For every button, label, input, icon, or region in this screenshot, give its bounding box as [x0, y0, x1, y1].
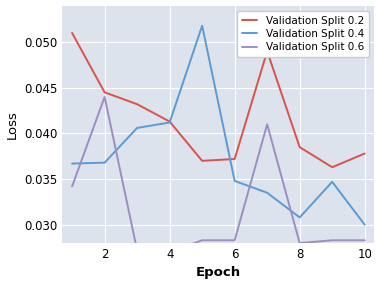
Validation Split 0.6 [167, 251, 172, 254]
Y-axis label: Loss: Loss [6, 110, 19, 139]
Validation Split 0.6 [330, 239, 334, 242]
Line: Validation Split 0.6: Validation Split 0.6 [72, 97, 365, 252]
Validation Split 0.2 [265, 50, 269, 53]
Validation Split 0.6 [135, 249, 139, 252]
Validation Split 0.4 [102, 161, 107, 164]
Validation Split 0.6 [265, 123, 269, 126]
Legend: Validation Split 0.2, Validation Split 0.4, Validation Split 0.6: Validation Split 0.2, Validation Split 0… [237, 11, 369, 58]
Validation Split 0.4 [135, 126, 139, 130]
Validation Split 0.2 [233, 157, 237, 161]
Validation Split 0.4 [70, 162, 74, 165]
Validation Split 0.4 [233, 179, 237, 183]
Validation Split 0.4 [330, 180, 334, 184]
Validation Split 0.2 [167, 120, 172, 123]
Validation Split 0.6 [233, 239, 237, 242]
Validation Split 0.2 [330, 166, 334, 169]
Validation Split 0.4 [200, 24, 204, 27]
Validation Split 0.2 [135, 103, 139, 106]
Line: Validation Split 0.2: Validation Split 0.2 [72, 33, 365, 167]
Validation Split 0.6 [200, 239, 204, 242]
Validation Split 0.6 [298, 241, 302, 245]
Validation Split 0.6 [70, 185, 74, 188]
Validation Split 0.4 [298, 216, 302, 219]
Validation Split 0.6 [102, 95, 107, 99]
Validation Split 0.4 [265, 191, 269, 194]
X-axis label: Epoch: Epoch [196, 266, 241, 280]
Validation Split 0.2 [298, 145, 302, 149]
Validation Split 0.4 [363, 223, 367, 227]
Validation Split 0.2 [70, 31, 74, 35]
Line: Validation Split 0.4: Validation Split 0.4 [72, 26, 365, 225]
Validation Split 0.2 [102, 91, 107, 94]
Validation Split 0.2 [200, 159, 204, 162]
Validation Split 0.4 [167, 121, 172, 124]
Validation Split 0.2 [363, 152, 367, 155]
Validation Split 0.6 [363, 239, 367, 242]
